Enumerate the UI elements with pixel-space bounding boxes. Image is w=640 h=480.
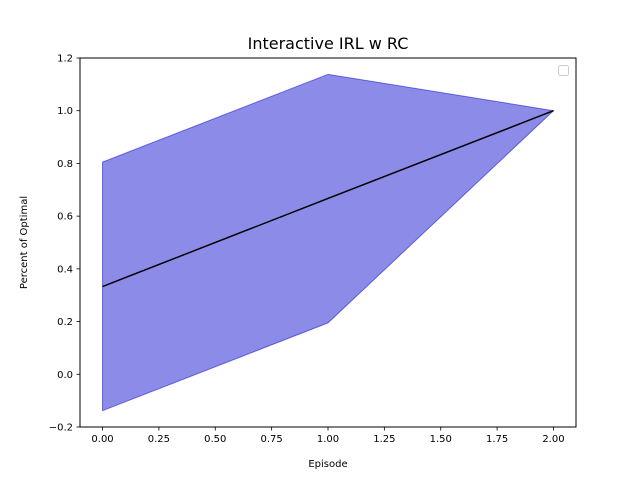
x-tick-label: 1.00 — [317, 434, 339, 445]
y-tick-label: −0.2 — [49, 423, 73, 434]
x-tick-label: 1.50 — [430, 434, 452, 445]
x-tick-label: 0.50 — [204, 434, 226, 445]
mean-line — [102, 110, 554, 288]
y-tick-label: 1.0 — [57, 106, 73, 117]
y-tick-label: 1.2 — [57, 54, 73, 65]
confidence-band — [102, 73, 555, 412]
axis-ticks: 0.00 0.25 0.50 0.75 1.00 1.25 1.50 1.75 2.00 −0.2… — [49, 54, 565, 446]
x-tick-label: 1.25 — [373, 434, 395, 445]
y-tick-label: 0.0 — [57, 370, 73, 381]
y-tick-label: 0.4 — [57, 264, 73, 275]
y-tick-label: 0.8 — [57, 159, 73, 170]
x-tick-label: 0.00 — [91, 434, 113, 445]
chart-title: Interactive IRL w RC — [248, 34, 409, 53]
y-tick-label: 0.2 — [57, 317, 73, 328]
axes-frame — [79, 57, 577, 428]
x-tick-label: 0.25 — [148, 434, 170, 445]
legend-box — [558, 65, 569, 76]
y-tick-label: 0.6 — [57, 212, 73, 223]
x-tick-label: 2.00 — [542, 434, 564, 445]
x-tick-label: 0.75 — [261, 434, 283, 445]
y-axis-label: Percent of Optimal — [19, 196, 30, 289]
plot-area — [102, 73, 555, 412]
x-tick-label: 1.75 — [486, 434, 508, 445]
x-axis-label: Episode — [308, 459, 347, 470]
